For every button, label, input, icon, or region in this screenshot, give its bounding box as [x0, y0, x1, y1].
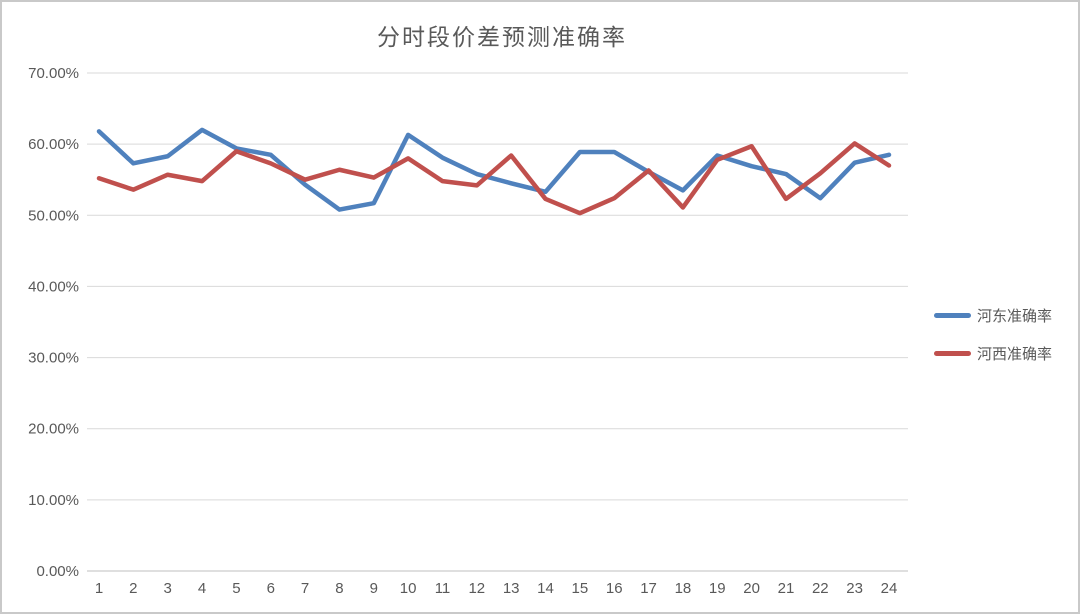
y-axis-tick-label: 70.00% [28, 65, 79, 82]
y-axis-tick-label: 30.00% [28, 350, 79, 367]
x-axis-tick-label: 14 [537, 580, 554, 597]
x-axis-tick-label: 6 [267, 580, 275, 597]
x-axis-tick-label: 19 [709, 580, 726, 597]
x-axis-tick-label: 23 [846, 580, 863, 597]
y-axis-tick-label: 50.00% [28, 207, 79, 224]
x-axis-tick-label: 22 [812, 580, 829, 597]
x-axis-tick-label: 13 [503, 580, 520, 597]
x-axis-tick-label: 8 [335, 580, 343, 597]
series-line-1 [96, 141, 892, 216]
legend-item: 河东准确率 [934, 305, 1052, 326]
x-axis-tick-label: 11 [435, 580, 451, 597]
legend-line-swatch [934, 351, 971, 356]
legend-item: 河西准确率 [934, 343, 1052, 364]
x-axis-tick-label: 9 [370, 580, 378, 597]
x-axis-tick-label: 5 [232, 580, 240, 597]
x-axis-tick-label: 20 [743, 580, 760, 597]
x-axis-tick-label: 18 [675, 580, 692, 597]
x-axis-tick-label: 2 [129, 580, 137, 597]
x-axis-tick-label: 4 [198, 580, 206, 597]
y-axis-tick-label: 10.00% [28, 492, 79, 509]
y-axis-tick-label: 40.00% [28, 278, 79, 295]
chart-title: 分时段价差预测准确率 [377, 24, 627, 50]
x-axis-tick-label: 1 [95, 580, 103, 597]
x-axis-tick-label: 16 [606, 580, 623, 597]
x-axis-tick-label: 10 [400, 580, 417, 597]
x-axis-tick-label: 17 [640, 580, 657, 597]
series-line-0 [96, 127, 892, 212]
x-axis-tick-label: 15 [572, 580, 589, 597]
legend-line-swatch [934, 313, 971, 318]
y-axis-tick-label: 60.00% [28, 136, 79, 153]
x-axis-tick-label: 3 [164, 580, 172, 597]
legend-label: 河东准确率 [977, 308, 1053, 325]
x-axis-tick-label: 7 [301, 580, 309, 597]
x-axis-tick-label: 24 [881, 580, 898, 597]
legend-label: 河西准确率 [977, 346, 1053, 363]
y-axis-tick-label: 20.00% [28, 421, 79, 438]
y-axis-tick-label: 0.00% [36, 563, 79, 580]
chart-legend: 河东准确率河西准确率 [934, 305, 1052, 364]
x-axis-tick-label: 12 [468, 580, 485, 597]
x-axis-tick-label: 21 [778, 580, 795, 597]
